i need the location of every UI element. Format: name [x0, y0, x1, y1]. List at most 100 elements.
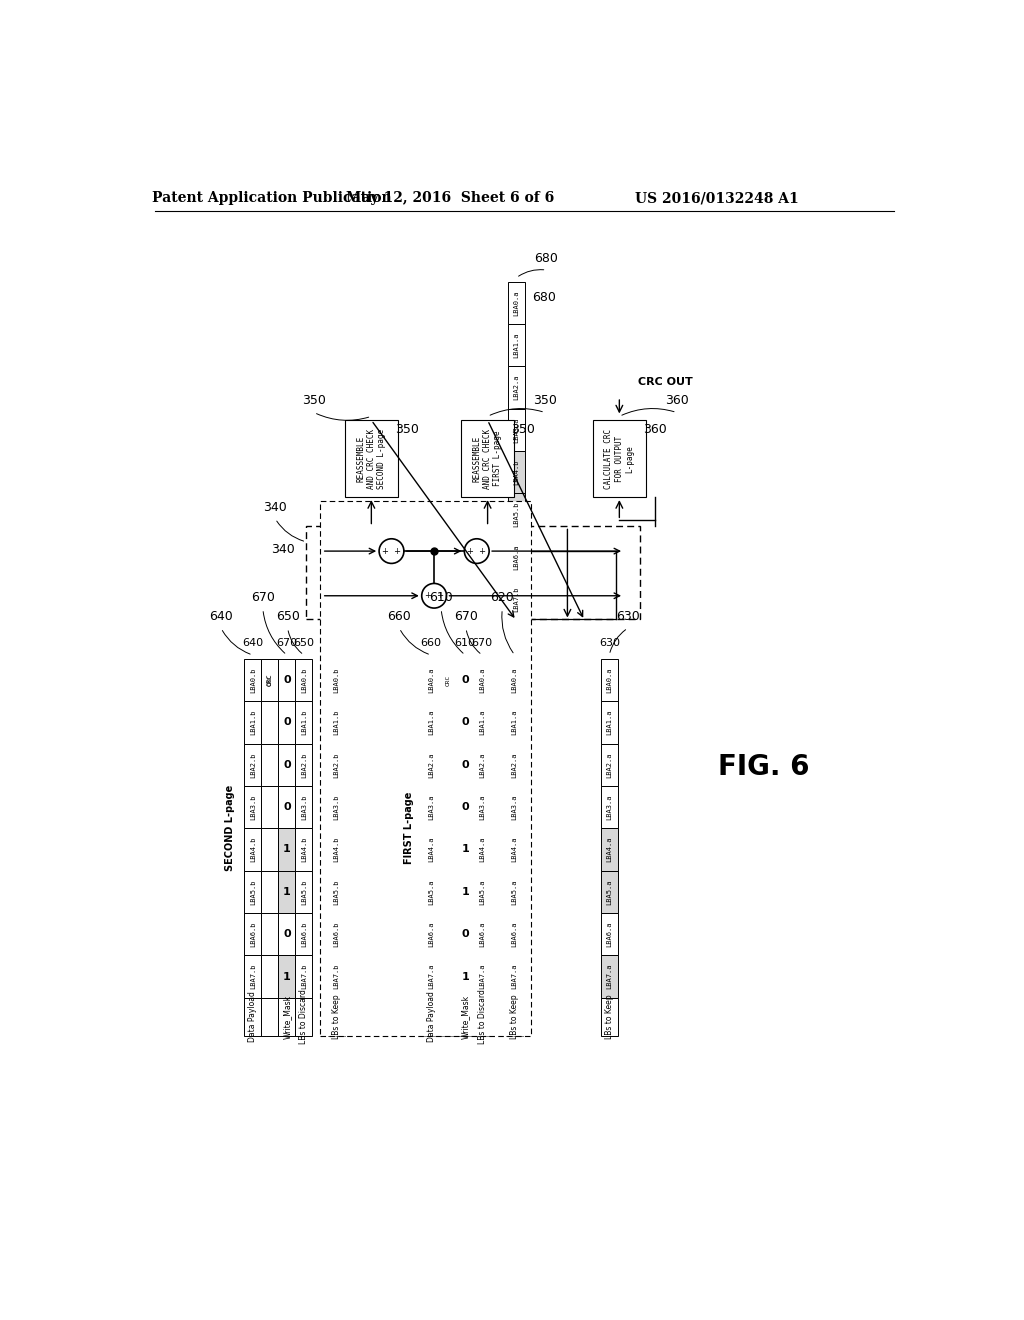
Text: LBA0.a: LBA0.a — [606, 668, 612, 693]
Text: 0: 0 — [283, 929, 291, 939]
Text: 620: 620 — [490, 591, 514, 603]
Bar — [439, 743, 457, 785]
Text: 0: 0 — [283, 760, 291, 770]
Text: 1: 1 — [461, 972, 469, 982]
Bar — [474, 871, 490, 913]
Text: 650: 650 — [294, 639, 314, 648]
Bar — [245, 956, 261, 998]
Text: LBA5.b: LBA5.b — [301, 879, 307, 904]
Text: LBA3.a: LBA3.a — [512, 795, 518, 820]
Text: May 12, 2016  Sheet 6 of 6: May 12, 2016 Sheet 6 of 6 — [345, 191, 554, 206]
Text: LBs to Keep: LBs to Keep — [510, 995, 519, 1039]
Text: 610: 610 — [429, 591, 453, 603]
Bar — [457, 998, 474, 1036]
Text: LBA3.a: LBA3.a — [513, 417, 519, 442]
Bar — [279, 743, 295, 785]
Text: +  +: + + — [382, 546, 401, 556]
Text: 360: 360 — [665, 395, 688, 408]
Bar — [261, 871, 279, 913]
Text: 660: 660 — [421, 639, 441, 648]
Text: LBA1.a: LBA1.a — [512, 710, 518, 735]
Bar — [474, 659, 490, 701]
Text: LBA0.b: LBA0.b — [334, 668, 340, 693]
Bar — [328, 701, 345, 743]
Text: LBA6.b: LBA6.b — [250, 921, 256, 946]
Bar — [423, 871, 439, 913]
Text: Patent Application Publication: Patent Application Publication — [152, 191, 391, 206]
Text: 350: 350 — [534, 395, 557, 408]
Bar — [245, 701, 261, 743]
Bar — [328, 785, 345, 829]
Bar — [423, 998, 439, 1036]
Text: 1: 1 — [461, 887, 469, 896]
Text: LBA6.a: LBA6.a — [513, 544, 519, 570]
Bar — [506, 829, 523, 871]
Text: 660: 660 — [387, 610, 411, 623]
Bar — [328, 871, 345, 913]
Text: Write_Mask: Write_Mask — [461, 995, 470, 1039]
Bar — [506, 998, 523, 1036]
Text: LBA1.b: LBA1.b — [334, 710, 340, 735]
Text: LBA7.a: LBA7.a — [606, 964, 612, 989]
Bar — [439, 956, 457, 998]
Text: LBA7.b: LBA7.b — [513, 586, 519, 612]
Text: LBA5.b: LBA5.b — [250, 879, 256, 904]
Text: 0: 0 — [283, 803, 291, 812]
Text: CRC: CRC — [267, 675, 272, 685]
Bar — [457, 743, 474, 785]
Bar — [279, 998, 295, 1036]
Bar — [439, 659, 457, 701]
Text: 650: 650 — [275, 610, 300, 623]
Bar — [295, 701, 312, 743]
Text: LBs to Keep: LBs to Keep — [605, 995, 613, 1039]
Text: LBA3.a: LBA3.a — [606, 795, 612, 820]
Text: 0: 0 — [462, 675, 469, 685]
Text: LBA5.b: LBA5.b — [513, 502, 519, 527]
Bar — [457, 659, 474, 701]
Bar — [423, 956, 439, 998]
Bar — [245, 829, 261, 871]
Bar — [321, 502, 531, 1036]
Bar — [474, 829, 490, 871]
Text: LBA5.a: LBA5.a — [606, 879, 612, 904]
Text: LBA6.b: LBA6.b — [301, 921, 307, 946]
Text: 350: 350 — [302, 395, 326, 408]
Bar — [328, 998, 345, 1036]
Text: LBA1.a: LBA1.a — [606, 710, 612, 735]
Bar — [295, 998, 312, 1036]
Text: LBA2.a: LBA2.a — [428, 752, 434, 777]
Bar — [245, 913, 261, 956]
Bar — [261, 998, 279, 1036]
Bar — [261, 785, 279, 829]
Text: LBA2.a: LBA2.a — [513, 375, 519, 400]
Text: REASSEMBLE
AND CRC CHECK
SECOND L-page: REASSEMBLE AND CRC CHECK SECOND L-page — [356, 429, 386, 488]
Text: LBA7.b: LBA7.b — [334, 964, 340, 989]
Text: 640: 640 — [243, 639, 263, 648]
Text: +  +: + + — [425, 591, 443, 601]
Text: Write_Mask: Write_Mask — [283, 995, 292, 1039]
Bar — [601, 701, 617, 743]
Bar — [261, 701, 279, 743]
Text: LBA1.a: LBA1.a — [513, 333, 519, 358]
Text: 1: 1 — [283, 887, 291, 896]
Text: 0: 0 — [462, 803, 469, 812]
Bar — [423, 785, 439, 829]
Bar — [261, 659, 279, 701]
Text: LBA2.a: LBA2.a — [479, 752, 485, 777]
Bar — [474, 701, 490, 743]
Text: Data Payload: Data Payload — [248, 991, 257, 1043]
Bar — [508, 367, 524, 409]
Text: LBA4.b: LBA4.b — [513, 459, 519, 484]
Bar — [261, 743, 279, 785]
Text: SECOND L-page: SECOND L-page — [225, 785, 236, 871]
Text: FIG. 6: FIG. 6 — [718, 752, 809, 780]
Bar — [423, 913, 439, 956]
Text: LBA6.a: LBA6.a — [428, 921, 434, 946]
Bar — [457, 701, 474, 743]
Bar — [245, 871, 261, 913]
Text: CALCULATE CRC
FOR OUTPUT
L-page: CALCULATE CRC FOR OUTPUT L-page — [604, 429, 634, 488]
Text: 630: 630 — [616, 610, 640, 623]
Bar — [245, 785, 261, 829]
Text: 630: 630 — [599, 639, 620, 648]
Bar — [261, 829, 279, 871]
